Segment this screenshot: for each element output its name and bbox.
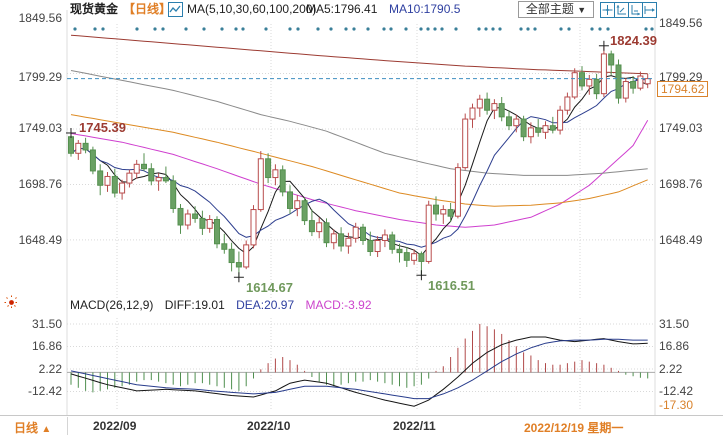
ma-settings-label: MA(5,10,30,60,100,200) (187, 2, 317, 16)
period-tag: 【日线】 (123, 2, 172, 16)
macd-diff-label: DIFF:19.01 (164, 298, 225, 312)
macd-min-label: -17.30 (659, 398, 694, 412)
crosshair-icon[interactable] (600, 2, 615, 18)
period-label: 日线 (14, 421, 39, 435)
line-chart-icon (168, 2, 183, 17)
y-axis-label-right: 1849.56 (659, 16, 703, 30)
current-price-badge: 1794.62 (657, 81, 709, 97)
annotation-left-high: 1745.39 (79, 120, 126, 135)
macd-indicator-label: MACD(26,12,9) (70, 298, 154, 312)
y-axis-label-left: 1749.03 (18, 121, 62, 135)
chevron-down-icon: ▼ (577, 5, 587, 15)
macd-y-label-right: 16.86 (659, 339, 690, 353)
pan-exit-icon[interactable] (642, 2, 657, 18)
macd-header: MACD(26,12,9) DIFF:19.01 DEA:20.97 MACD:… (70, 298, 372, 312)
macd-y-label-right: 2.22 (659, 362, 683, 376)
annotation-low1: 1614.67 (246, 280, 293, 295)
x-axis-label: 2022/11 (393, 419, 436, 433)
theme-dropdown-button[interactable]: 全部主题 ▼ (518, 1, 594, 18)
y-axis-label-left: 1648.49 (18, 233, 62, 247)
theme-dropdown-label: 全部主题 (525, 2, 574, 16)
macd-y-label-left: -12.42 (27, 384, 62, 398)
macd-value-label: MACD:-3.92 (305, 298, 372, 312)
macd-y-label-right: -12.42 (659, 384, 694, 398)
y-axis-label-right: 1698.76 (659, 177, 703, 191)
x-axis-label: 2022/10 (247, 419, 291, 433)
ma5-value-label: MA5:1796.41 (306, 2, 378, 16)
triangle-up-icon: ▲ (41, 424, 52, 435)
instrument-title: 现货黄金 (70, 2, 119, 16)
axis-separator (67, 417, 68, 435)
macd-dea-label: DEA:20.97 (236, 298, 295, 312)
macd-y-label-left: 2.22 (38, 362, 62, 376)
zoom-x-axis-icon[interactable] (628, 2, 643, 18)
zoom-y-axis-icon[interactable] (614, 2, 629, 18)
y-axis-label-left: 1849.56 (18, 11, 62, 25)
annotation-low2: 1616.51 (428, 278, 475, 293)
y-axis-label-right: 1749.03 (659, 121, 703, 135)
time-axis-bar (0, 415, 723, 437)
annotation-high: 1824.39 (610, 33, 657, 48)
y-axis-label-right: 1799.29 (659, 70, 703, 84)
period-selector-button[interactable]: 日线 ▲ (14, 419, 51, 436)
x-axis-label: 2022/09 (93, 419, 137, 433)
macd-y-label-left: 16.86 (31, 339, 62, 353)
ma10-value-label: MA10:1790.5 (389, 2, 461, 16)
current-date-label: 2022/12/19 星期一 (524, 421, 624, 435)
macd-y-label-left: 31.50 (31, 317, 62, 331)
alert-sun-icon[interactable] (3, 294, 20, 311)
macd-y-label-right: 31.50 (659, 317, 690, 331)
y-axis-label-left: 1799.29 (18, 70, 62, 84)
y-axis-label-right: 1648.49 (659, 233, 703, 247)
y-axis-label-left: 1698.76 (18, 177, 62, 191)
